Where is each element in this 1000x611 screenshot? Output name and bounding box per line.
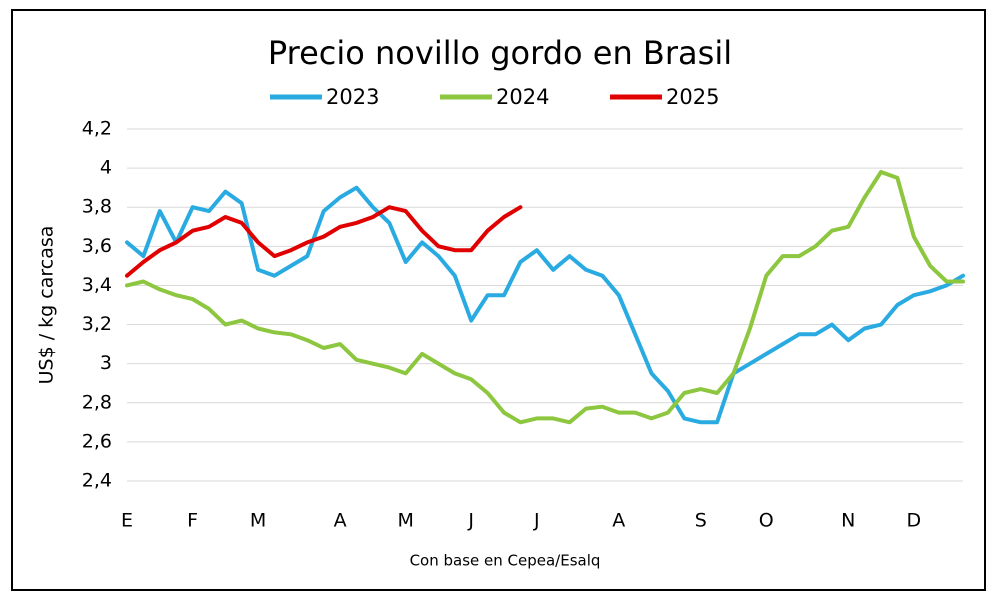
x-tick-label: J xyxy=(467,510,474,532)
y-tick-label: 3,6 xyxy=(82,235,112,257)
x-axis-label: Con base en Cepea/Esalq xyxy=(410,552,601,570)
x-tick-label: M xyxy=(250,510,266,532)
legend-label: 2025 xyxy=(666,85,719,109)
x-tick-label: S xyxy=(695,510,707,532)
chart-frame xyxy=(11,9,986,591)
y-axis-label: US$ / kg carcasa xyxy=(36,226,58,385)
y-tick-label: 2,8 xyxy=(82,391,112,413)
x-tick-label: N xyxy=(841,510,855,532)
y-tick-label: 3,4 xyxy=(82,274,112,296)
series-line xyxy=(125,185,965,425)
y-tick-label: 4,2 xyxy=(82,118,112,140)
legend-label: 2023 xyxy=(326,85,379,109)
x-tick-label: D xyxy=(907,510,922,532)
y-tick-label: 2,6 xyxy=(82,430,112,452)
x-tick-label: J xyxy=(533,510,540,532)
chart-title: Precio novillo gordo en Brasil xyxy=(268,34,732,72)
y-tick-label: 3,8 xyxy=(82,196,112,218)
y-tick-label: 3 xyxy=(100,352,112,374)
series-line xyxy=(125,170,965,425)
y-tick-label: 4 xyxy=(100,157,112,179)
y-tick-label: 3,2 xyxy=(82,313,112,335)
x-tick-label: A xyxy=(334,510,347,532)
y-tick-label: 2,4 xyxy=(82,470,112,492)
series-line xyxy=(125,205,523,278)
x-tick-label: O xyxy=(759,510,774,532)
x-tick-label: A xyxy=(612,510,625,532)
x-tick-label: F xyxy=(187,510,198,532)
legend-label: 2024 xyxy=(496,85,549,109)
x-tick-label: M xyxy=(397,510,413,532)
x-tick-label: E xyxy=(121,510,133,532)
